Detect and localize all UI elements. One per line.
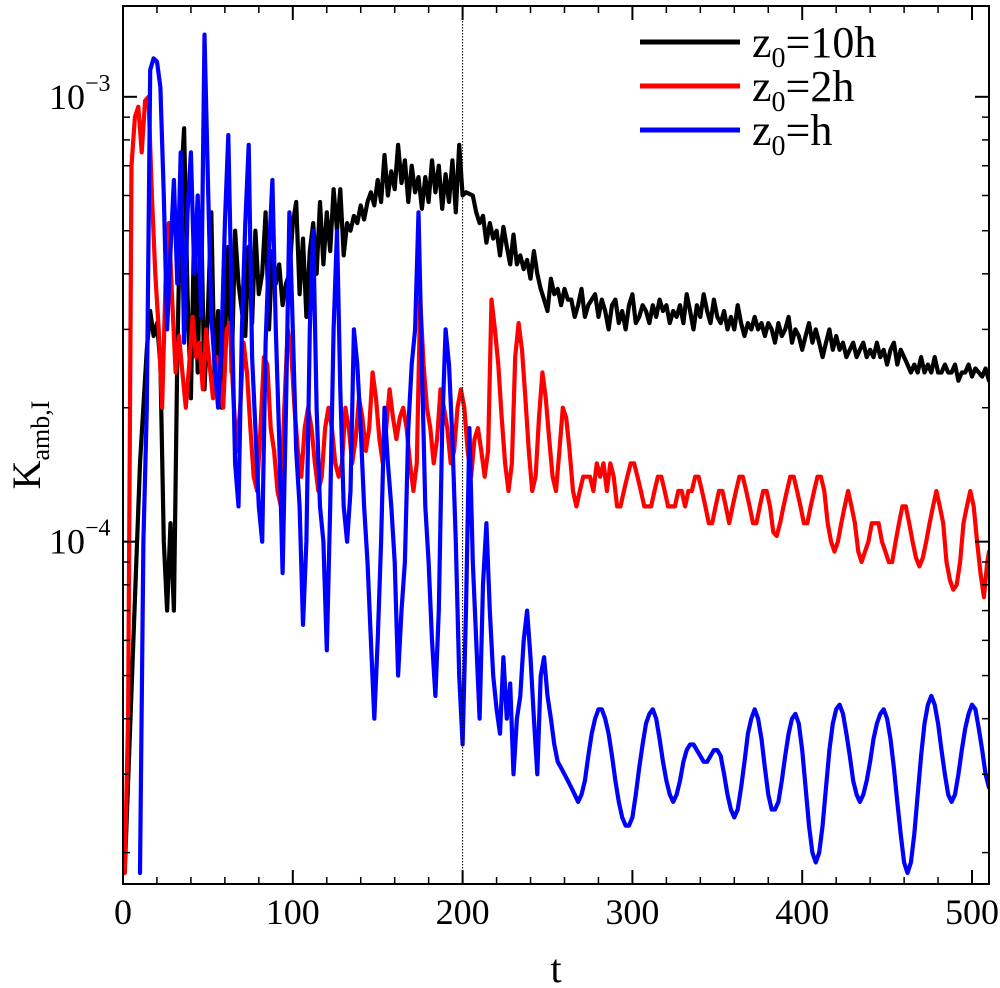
legend-label: z0=h bbox=[752, 106, 832, 162]
y-tick-label-base: 10 bbox=[49, 522, 85, 562]
legend-label-subscript: 0 bbox=[772, 87, 786, 118]
y-tick-label: 10−4 bbox=[49, 516, 111, 562]
x-tick-label: 200 bbox=[436, 892, 490, 932]
series-line-z0-h bbox=[137, 32, 989, 876]
x-tick-label: 300 bbox=[605, 892, 659, 932]
y-tick-label-exponent: −4 bbox=[85, 516, 111, 542]
y-axis-label-subscript: amb,I bbox=[26, 401, 55, 461]
plot-frame bbox=[122, 5, 990, 885]
plot-series bbox=[123, 32, 989, 876]
series-line-z0-2h bbox=[123, 94, 989, 876]
x-axis-label: t bbox=[550, 946, 561, 988]
legend-label: z0=2h bbox=[752, 62, 854, 118]
series-line-z0-10h bbox=[123, 126, 989, 876]
legend-label-base: z bbox=[752, 62, 772, 111]
x-tick-label: 100 bbox=[266, 892, 320, 932]
legend-label-subscript: 0 bbox=[772, 43, 786, 74]
y-tick-label-base: 10 bbox=[49, 77, 85, 117]
legend-label-base: z bbox=[752, 18, 772, 67]
legend-label-rest: =h bbox=[786, 106, 833, 155]
legend-label: z0=10h bbox=[752, 18, 876, 74]
y-axis-label: Kamb,I bbox=[4, 401, 55, 490]
legend-label-rest: =2h bbox=[786, 62, 855, 111]
legend-label-rest: =10h bbox=[786, 18, 877, 67]
legend-label-base: z bbox=[752, 106, 772, 155]
x-tick-label: 0 bbox=[114, 892, 132, 932]
x-tick-label: 400 bbox=[775, 892, 829, 932]
axis-ticks bbox=[122, 6, 989, 884]
legend-label-subscript: 0 bbox=[772, 131, 786, 162]
y-tick-label: 10−3 bbox=[49, 71, 111, 117]
y-tick-label-exponent: −3 bbox=[85, 71, 111, 97]
x-tick-label: 500 bbox=[945, 892, 999, 932]
y-axis-label-base: K bbox=[4, 460, 49, 489]
